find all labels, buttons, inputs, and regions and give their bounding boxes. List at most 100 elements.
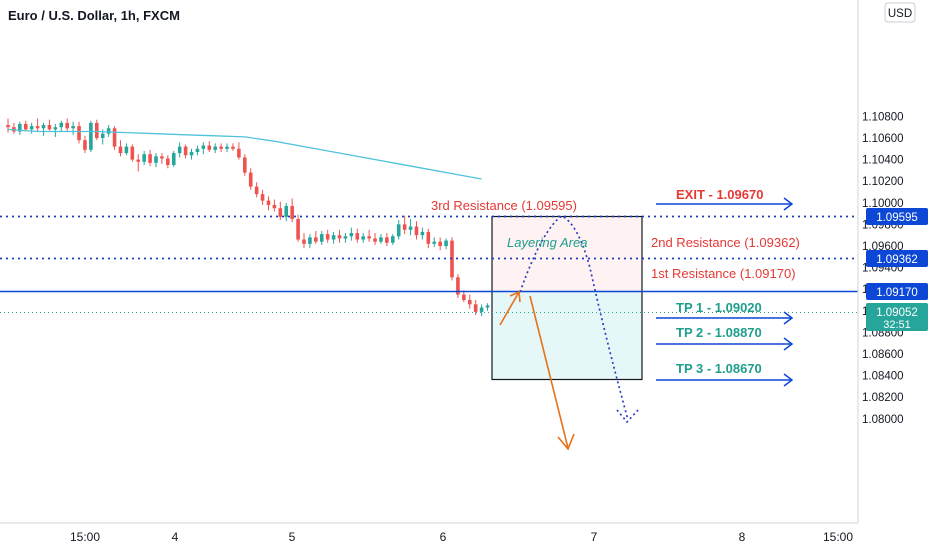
candle-body: [284, 206, 289, 217]
candle: [414, 221, 419, 240]
time-tick-label: 6: [440, 530, 447, 544]
bar-countdown: 32:51: [883, 319, 911, 331]
price-tick-label: 1.10600: [862, 133, 904, 145]
layering-area-label: Layering Area: [507, 235, 587, 250]
price-tick-label: 1.10800: [862, 111, 904, 123]
candle-body: [379, 237, 383, 242]
candle-body: [414, 226, 419, 236]
candle: [195, 145, 200, 156]
res3-price-tag: 1.09595: [876, 212, 918, 224]
candle-body: [337, 235, 342, 239]
candle-body: [272, 204, 277, 209]
candle-body: [100, 133, 105, 138]
candle: [231, 143, 235, 151]
candle-body: [296, 219, 300, 240]
candle: [355, 228, 360, 243]
current-price-tag-bg: [866, 303, 928, 331]
time-tick-label: 8: [739, 530, 746, 544]
candle: [65, 118, 69, 132]
layering-area-upper-zone: [492, 216, 642, 292]
layering-area-box: [491, 215, 643, 381]
tp1-label: TP 1 - 1.09020: [676, 300, 762, 315]
res2-price-tag: 1.09362: [876, 254, 918, 266]
symbol-title[interactable]: Euro / U.S. Dollar, 1h, FXCM: [8, 8, 180, 23]
candle: [373, 233, 377, 245]
candle-body: [225, 146, 229, 149]
res3-price-tag-bg: [866, 208, 928, 225]
candle-body: [136, 159, 141, 162]
candle-body: [237, 148, 241, 158]
candle-body: [41, 125, 46, 129]
price-tick-label: 1.08200: [862, 392, 904, 404]
candle-body: [148, 154, 152, 163]
candle: [361, 233, 365, 243]
candle-body: [207, 145, 212, 150]
tp1-arrow: [656, 311, 794, 325]
res1-price-tag-bg: [866, 283, 928, 300]
candle: [444, 238, 448, 250]
candle: [485, 303, 490, 311]
candle-body: [213, 146, 217, 150]
candle: [177, 142, 182, 158]
candle: [319, 230, 324, 245]
candle: [166, 155, 170, 169]
candle: [367, 229, 371, 242]
candle-body: [177, 146, 182, 154]
candle: [479, 304, 484, 317]
candle-body: [402, 224, 407, 230]
candle: [18, 121, 22, 135]
price-tick-label: 1.08000: [862, 414, 904, 426]
res3-label: 3rd Resistance (1.09595): [431, 198, 577, 213]
candle: [408, 219, 413, 236]
candle: [160, 153, 164, 164]
candle-body: [183, 146, 188, 156]
candle: [391, 234, 395, 245]
candle: [278, 201, 283, 221]
orange-down-arrow: [529, 295, 575, 451]
time-tick-label: 4: [172, 530, 179, 544]
candle: [272, 199, 277, 212]
candle: [171, 150, 176, 168]
currency-button[interactable]: [884, 2, 916, 23]
candle-body: [112, 128, 117, 147]
candle-body: [302, 239, 306, 244]
candle-body: [243, 157, 247, 173]
candle: [438, 237, 442, 251]
price-tick-label: 1.08400: [862, 371, 904, 383]
candle: [207, 141, 212, 153]
candle-body: [396, 224, 401, 237]
candle-body: [331, 235, 336, 240]
candle: [35, 118, 40, 132]
candle: [47, 119, 52, 131]
candle: [467, 294, 472, 309]
candle: [41, 122, 46, 136]
candle-body: [325, 234, 330, 240]
candle: [260, 189, 265, 205]
candle-body: [408, 226, 413, 230]
exit-arrow: [656, 197, 794, 211]
candle-body: [95, 122, 99, 138]
candle: [462, 290, 466, 303]
candle-body: [260, 194, 265, 201]
candle: [183, 144, 188, 159]
candle-body: [385, 237, 389, 243]
res2-price-tag-bg: [866, 250, 928, 267]
candle: [95, 119, 99, 141]
candle-body: [201, 145, 206, 149]
candle-body: [47, 125, 52, 130]
candle: [106, 125, 111, 137]
candle-body: [106, 128, 111, 134]
candle-body: [290, 206, 294, 219]
time-axis-panel[interactable]: [0, 523, 858, 550]
candle: [349, 227, 354, 241]
price-tick-label: 1.10200: [862, 176, 904, 188]
candle: [379, 234, 383, 244]
candle: [213, 143, 217, 154]
candle: [83, 135, 87, 154]
candle-body: [314, 237, 318, 242]
candle-body: [195, 148, 200, 153]
candle: [432, 237, 437, 248]
candle: [456, 274, 460, 298]
price-tick-label: 1.08600: [862, 349, 904, 361]
